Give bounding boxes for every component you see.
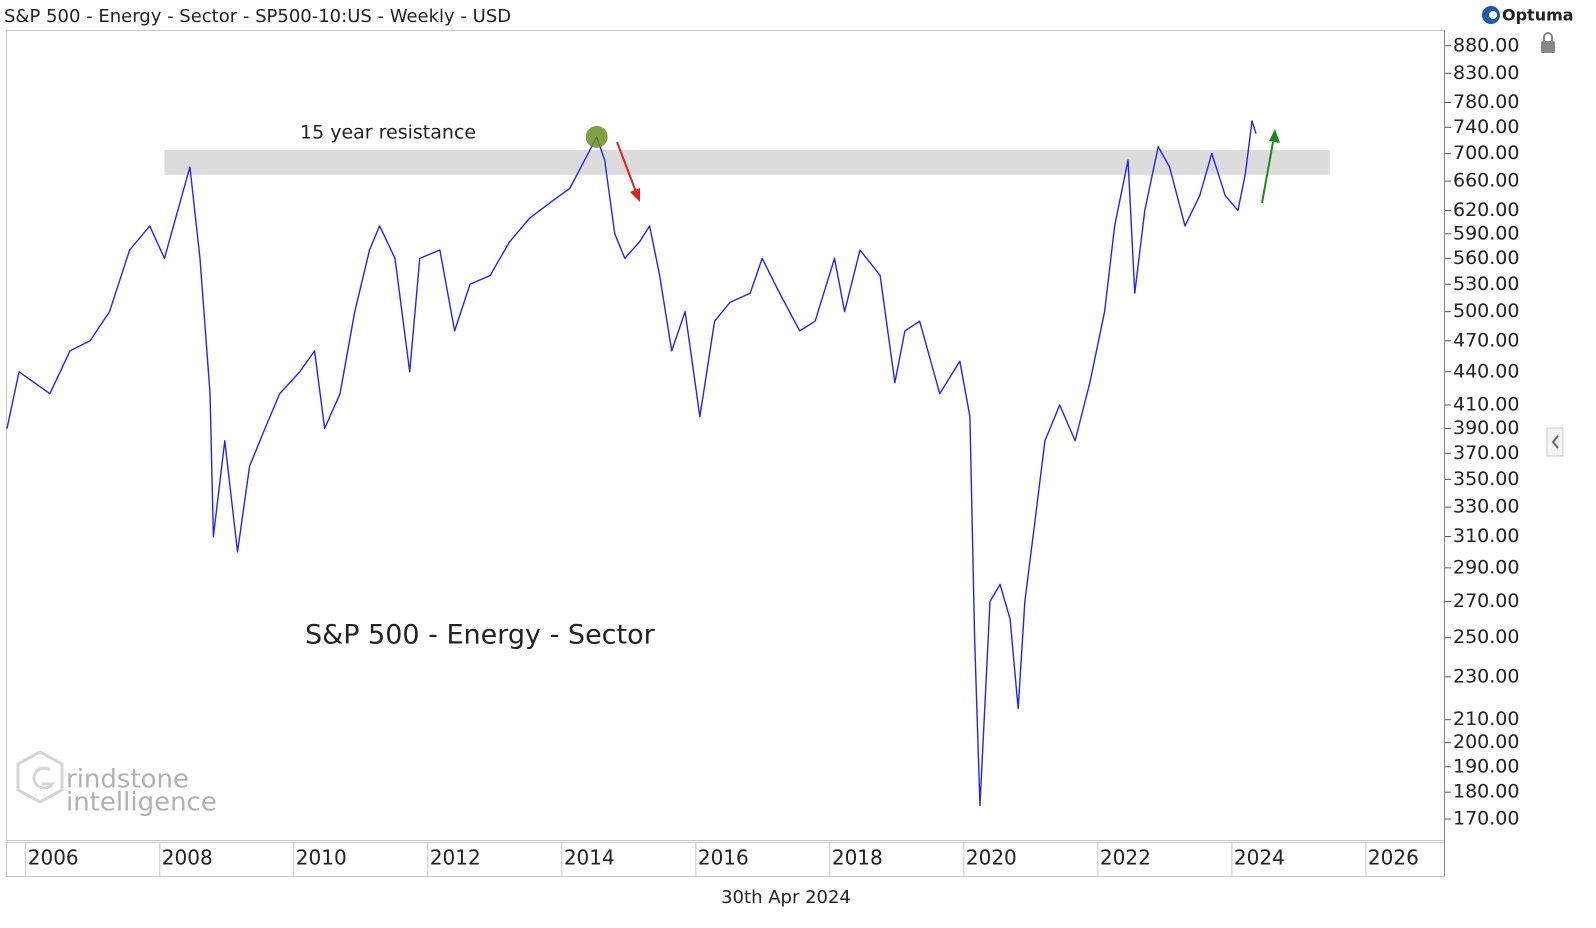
watermark-text: rindstone	[66, 765, 189, 795]
y-tick-label: 180.00	[1453, 781, 1519, 803]
price-line	[6, 120, 1257, 807]
resistance-band	[164, 150, 1330, 175]
down-arrow	[616, 141, 637, 193]
series-label: S&P 500 - Energy - Sector	[305, 620, 656, 651]
watermark-logo	[16, 750, 64, 804]
y-tick-label: 350.00	[1453, 468, 1519, 490]
lock-shackle	[1543, 32, 1553, 41]
y-tick-label: 470.00	[1453, 329, 1519, 351]
x-tick-label: 2024	[1234, 846, 1285, 870]
lock-icon[interactable]	[1541, 32, 1555, 53]
x-tick-label: 2006	[28, 846, 79, 870]
y-tick-label: 560.00	[1453, 247, 1519, 269]
y-tick-label: 410.00	[1453, 393, 1519, 415]
x-tick-label: 2022	[1100, 846, 1151, 870]
watermark-text: intelligence	[66, 788, 217, 818]
y-tick-label: 440.00	[1453, 360, 1519, 382]
x-tick-label: 2016	[698, 846, 749, 870]
watermark-logo-g	[32, 766, 56, 790]
y-tick-label: 390.00	[1453, 417, 1519, 439]
y-tick-label: 190.00	[1453, 755, 1519, 777]
annotation: 15 year resistance	[300, 122, 476, 144]
y-tick-label: 200.00	[1453, 731, 1519, 753]
y-tick-label: 880.00	[1453, 34, 1519, 56]
y-tick-label: 310.00	[1453, 525, 1519, 547]
y-tick-label: 500.00	[1453, 300, 1519, 322]
up-arrow-head	[1269, 129, 1280, 143]
y-tick-label: 270.00	[1453, 590, 1519, 612]
y-tick-label: 210.00	[1453, 708, 1519, 730]
x-tick-label: 2018	[832, 846, 883, 870]
arrows	[616, 129, 1280, 204]
y-tick-label: 740.00	[1453, 116, 1519, 138]
collapse-bg	[1546, 427, 1564, 457]
y-tick-label: 370.00	[1453, 442, 1519, 464]
x-tick-label: 2008	[162, 846, 213, 870]
y-tick-label: 330.00	[1453, 496, 1519, 518]
y-tick-label: 660.00	[1453, 170, 1519, 192]
y-tick-label: 700.00	[1453, 142, 1519, 164]
logo-icon-hole	[1489, 11, 1497, 19]
y-tick-label: 620.00	[1453, 199, 1519, 221]
y-tick-label: 590.00	[1453, 222, 1519, 244]
collapse-button[interactable]	[1546, 427, 1564, 457]
watermark: rindstone intelligence	[16, 750, 217, 818]
collapse-chevron	[1551, 435, 1559, 449]
y-tick-label: 230.00	[1453, 665, 1519, 687]
x-tick-label: 2020	[966, 846, 1017, 870]
x-tick-label: 2010	[296, 846, 347, 870]
brand: Optuma	[1502, 6, 1574, 25]
brand-logo: Optuma	[1482, 6, 1574, 25]
x-tick-label: 2012	[430, 846, 481, 870]
chart-title: S&P 500 - Energy - Sector - SP500-10:US …	[4, 6, 511, 27]
y-tick-label: 250.00	[1453, 626, 1519, 648]
y-tick-label: 830.00	[1453, 62, 1519, 84]
y-tick-label: 780.00	[1453, 91, 1519, 113]
lock-body	[1541, 41, 1555, 53]
peak-highlight	[585, 125, 608, 148]
x-tick-label: 2014	[564, 846, 615, 870]
x-tick-label: 2026	[1368, 846, 1419, 870]
up-arrow	[1261, 141, 1274, 204]
y-tick-label: 170.00	[1453, 808, 1519, 830]
y-tick-label: 530.00	[1453, 273, 1519, 295]
date-label: 30th Apr 2024	[721, 887, 851, 908]
y-tick-label: 290.00	[1453, 556, 1519, 578]
down-arrow-head	[630, 188, 640, 202]
